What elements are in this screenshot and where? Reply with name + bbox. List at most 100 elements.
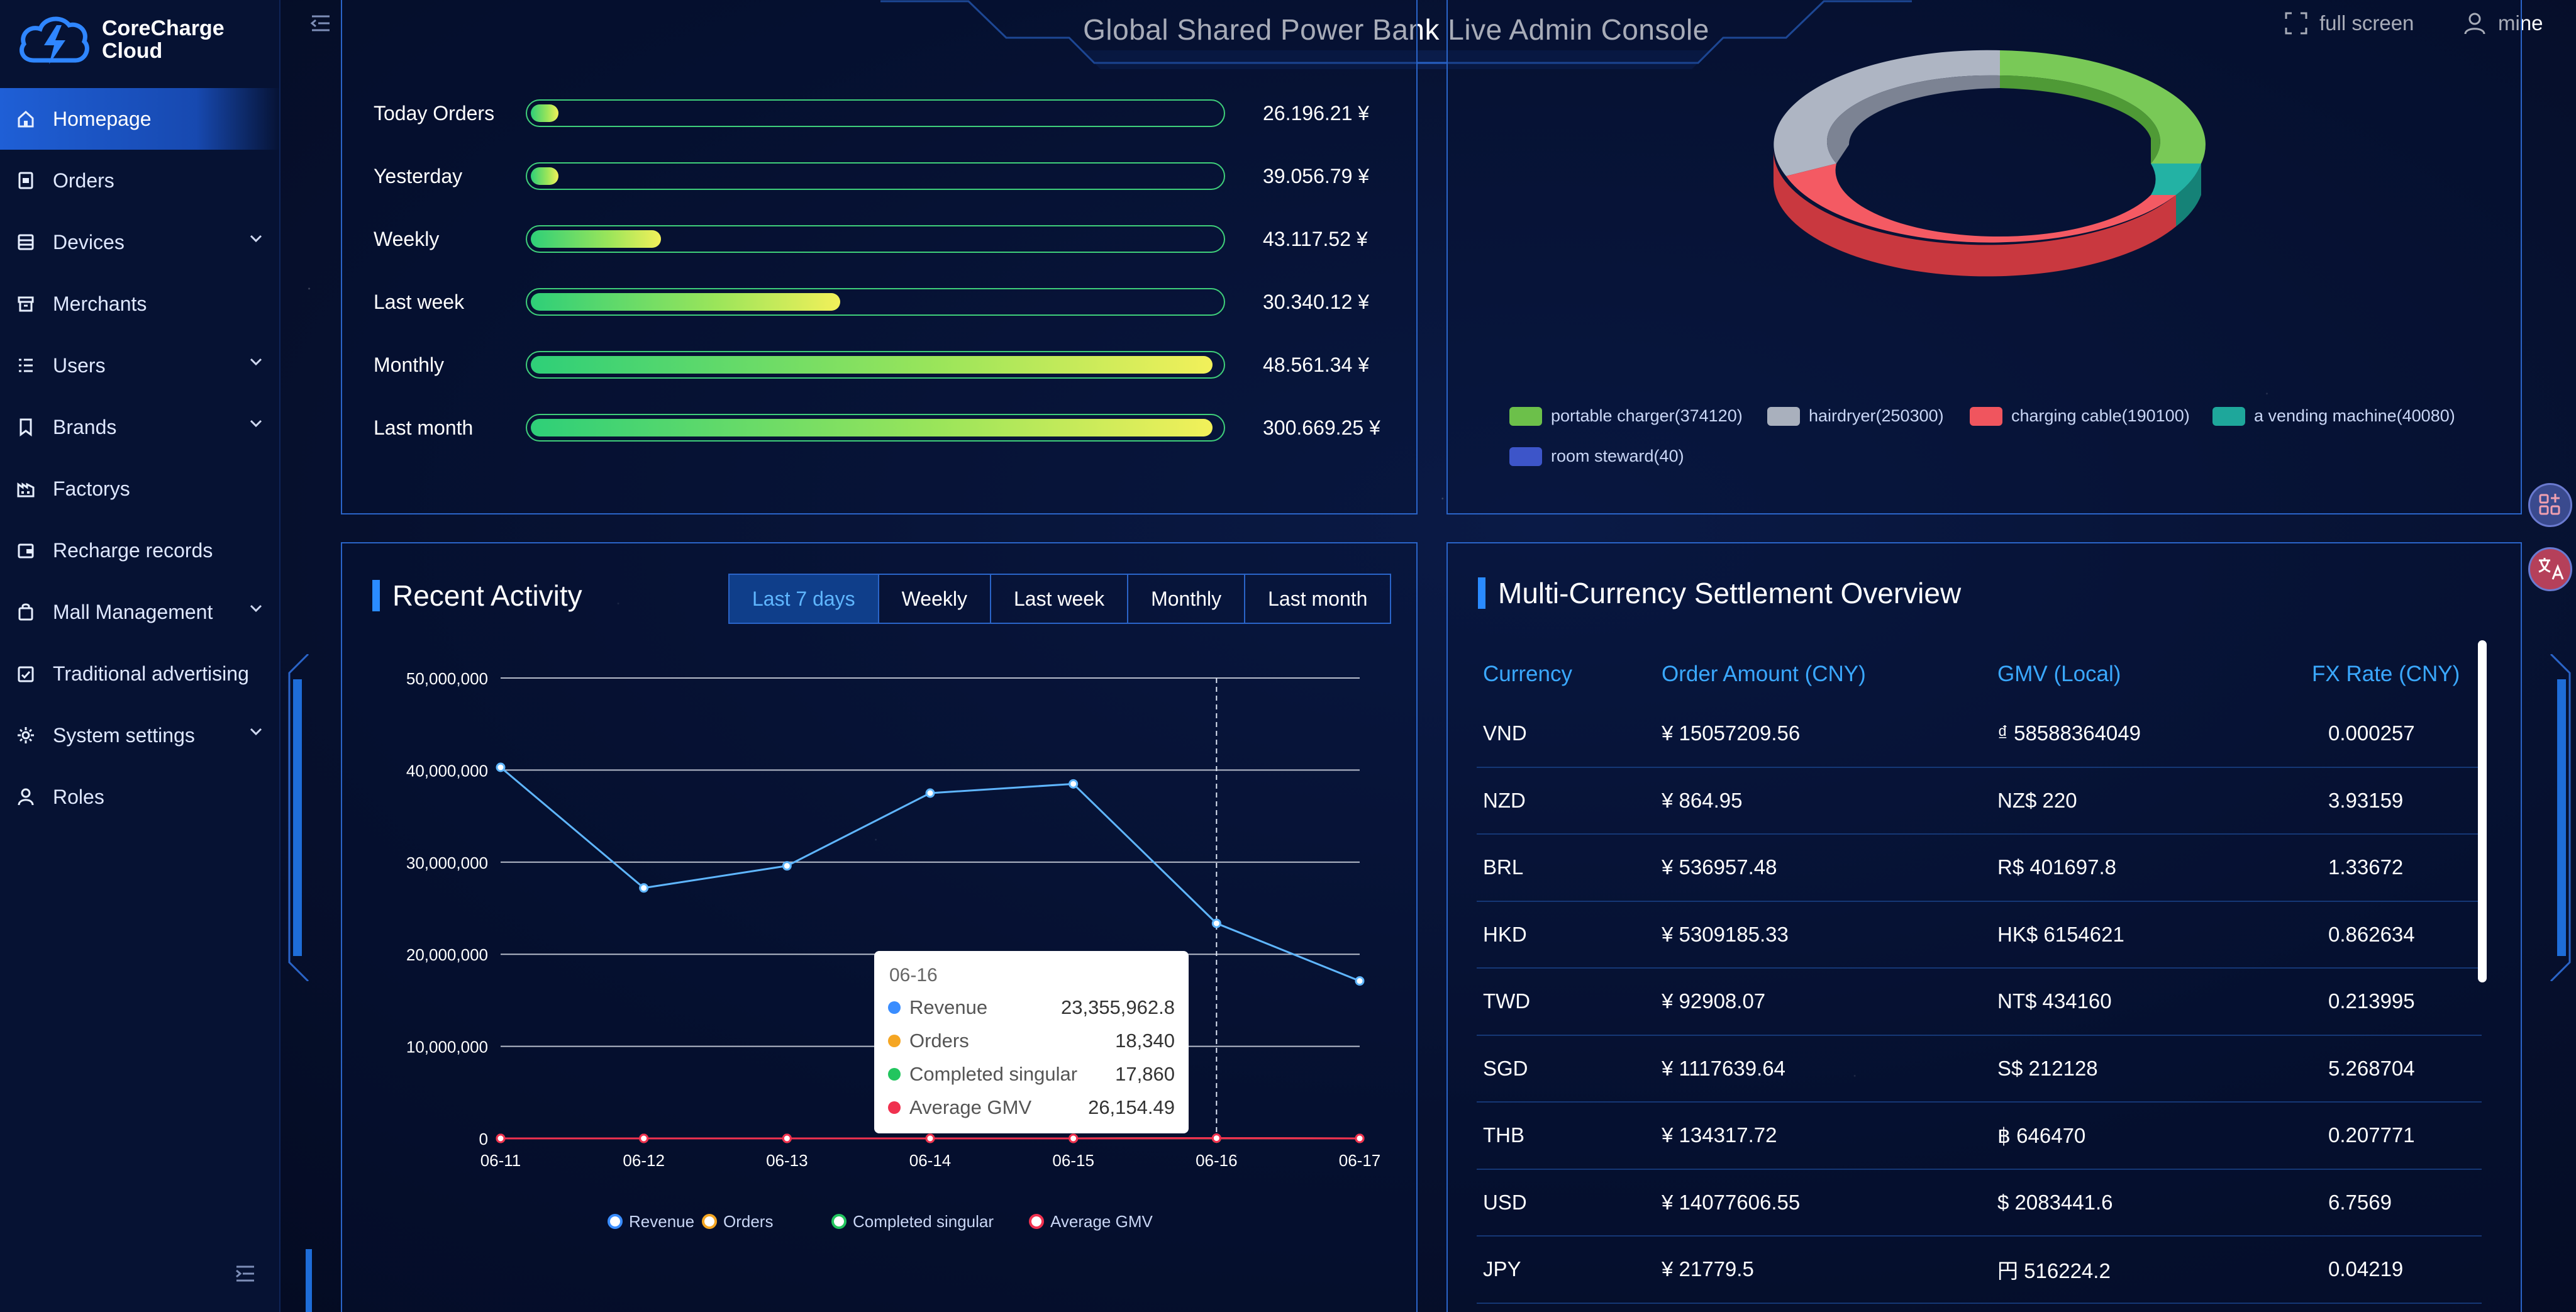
column-header[interactable]: FX Rate (CNY) [2312,662,2460,686]
fullscreen-button[interactable]: full screen [2284,11,2414,35]
person-icon [18,788,34,806]
fullscreen-label: full screen [2319,11,2414,35]
sidebar-item-homepage[interactable]: Homepage [0,88,280,150]
legend-label[interactable]: Average GMV [1050,1212,1153,1231]
legend-label[interactable]: Revenue [629,1212,694,1231]
data-point[interactable] [496,762,506,772]
stat-label: Last week [374,291,465,313]
data-point[interactable] [1355,976,1365,986]
sidebar-item-factorys[interactable]: Factorys [0,458,280,520]
sidebar-nav: Homepage Orders Devices Merchants Users Brand… [0,88,280,828]
column-header[interactable]: Currency [1483,662,1572,686]
user-icon [2464,13,2485,35]
data-point[interactable] [1355,1133,1365,1143]
sidebar-item-users[interactable]: Users [0,335,280,396]
sidebar-item-brands[interactable]: Brands [0,396,280,458]
sidebar-item-devices[interactable]: Devices [0,211,280,273]
legend-label[interactable]: Completed singular [853,1212,994,1231]
data-point[interactable] [1069,779,1079,789]
data-point[interactable] [639,883,649,893]
logo-text-line2: Cloud [102,39,163,63]
table-cell: 0.862634 [2328,922,2415,946]
sidebar-item-traditional-advertising[interactable]: Traditional advertising [0,643,280,704]
column-header[interactable]: GMV (Local) [1997,662,2121,686]
table-row[interactable]: TWD ¥ 92908.07 NT$ 434160 0.213995 [1477,969,2482,1036]
sidebar-toggle-icon[interactable] [309,14,332,33]
settlement-table-body: VND ¥ 15057209.56 ₫ 58588364049 0.000257 NZD… [1477,701,2482,1304]
table-cell: ฿ 646470 [1997,1123,2086,1147]
device-donut-chart [1774,50,2206,277]
data-point[interactable] [925,1133,935,1143]
tab-last-7-days[interactable]: Last 7 days [730,575,879,623]
donut-slice-hairdryer [1774,50,2000,176]
translate-fab-button[interactable] [2528,547,2572,591]
sidebar-item-system-settings[interactable]: System settings [0,704,280,766]
table-cell: 円 516224.2 [1997,1259,2111,1283]
table-cell: 0.213995 [2328,989,2415,1013]
table-row[interactable]: THB ¥ 134317.72 ฿ 646470 0.207771 [1477,1103,2482,1170]
data-point[interactable] [782,1133,792,1143]
table-row[interactable]: SGD ¥ 1117639.64 S$ 212128 5.268704 [1477,1036,2482,1103]
table-scrollbar[interactable] [2478,640,2487,982]
tooltip-marker [888,1068,901,1081]
device-legend-item[interactable]: room steward(40) [1509,447,1684,466]
tooltip-marker [888,1001,901,1014]
sidebar-item-orders[interactable]: Orders [0,150,280,211]
user-menu-button[interactable]: mine [2463,11,2543,35]
sidebar-item-label: Devices [53,230,125,253]
sidebar-item-roles[interactable]: Roles [0,766,280,828]
sidebar-item-recharge-records[interactable]: Recharge records [0,520,280,581]
legend-marker[interactable] [831,1214,847,1229]
device-legend-item[interactable]: charging cable(190100) [1970,406,2190,426]
collapse-menu-icon[interactable] [234,1264,257,1283]
legend-marker[interactable] [702,1214,717,1229]
table-cell: BRL [1483,855,1524,879]
device-legend-item[interactable]: hairdryer(250300) [1767,406,1944,426]
device-legend-item[interactable]: portable charger(374120) [1509,406,1743,426]
settlement-title: Multi-Currency Settlement Overview [1478,576,1961,610]
data-point[interactable] [1211,1133,1221,1143]
sidebar-item-mall-management[interactable]: Mall Management [0,581,280,643]
sidebar-item-merchants[interactable]: Merchants [0,273,280,335]
legend-marker[interactable] [608,1214,623,1229]
table-row[interactable]: VND ¥ 15057209.56 ₫ 58588364049 0.000257 [1477,701,2482,768]
app-logo[interactable]: CoreCharge Cloud [16,11,225,68]
stat-value: 300.669.25 ¥ [1263,416,1380,439]
tab-monthly[interactable]: Monthly [1128,575,1246,623]
x-tick-label: 06-13 [766,1151,808,1170]
table-row[interactable]: HKD ¥ 5309185.33 HK$ 6154621 0.862634 [1477,902,2482,969]
data-point[interactable] [639,1133,649,1143]
sidebar-item-label: Merchants [53,292,147,315]
table-row[interactable]: NZD ¥ 864.95 NZ$ 220 3.93159 [1477,768,2482,835]
data-point[interactable] [496,1133,506,1143]
table-row[interactable]: JPY ¥ 21779.5 円 516224.2 0.04219 [1477,1237,2482,1304]
table-cell: ¥ 536957.48 [1662,855,1777,879]
stat-progress-fill [531,104,558,122]
legend-marker[interactable] [1029,1214,1044,1229]
table-row[interactable]: BRL ¥ 536957.48 R$ 401697.8 1.33672 [1477,835,2482,902]
legend-label: portable charger(374120) [1551,406,1743,425]
data-point[interactable] [1211,918,1221,928]
data-point[interactable] [1069,1133,1079,1143]
orders-icon [18,172,33,189]
y-tick-label: 40,000,000 [406,761,488,780]
stat-progress-fill [531,293,840,311]
legend-label[interactable]: Orders [723,1212,773,1231]
table-cell: 5.268704 [2328,1056,2415,1080]
cloud-bolt-icon [19,16,89,64]
stat-label: Last month [374,416,474,439]
device-legend-item[interactable]: a vending machine(40080) [2212,406,2455,426]
stat-value: 30.340.12 ¥ [1263,291,1370,313]
tab-last-month[interactable]: Last month [1268,587,1368,610]
column-header[interactable]: Order Amount (CNY) [1662,662,1866,686]
data-point[interactable] [925,788,935,798]
apps-fab-button[interactable] [2528,483,2572,527]
tab-weekly[interactable]: Weekly [879,575,991,623]
data-point[interactable] [782,861,792,871]
x-tick-label: 06-14 [909,1151,952,1170]
tab-last-week[interactable]: Last week [991,575,1129,623]
sidebar-item-label: Roles [53,785,104,808]
recent-activity-panel [341,542,1418,1312]
table-row[interactable]: USD ¥ 14077606.55 $ 2083441.6 6.7569 [1477,1170,2482,1237]
series-line-revenue [500,766,1360,982]
